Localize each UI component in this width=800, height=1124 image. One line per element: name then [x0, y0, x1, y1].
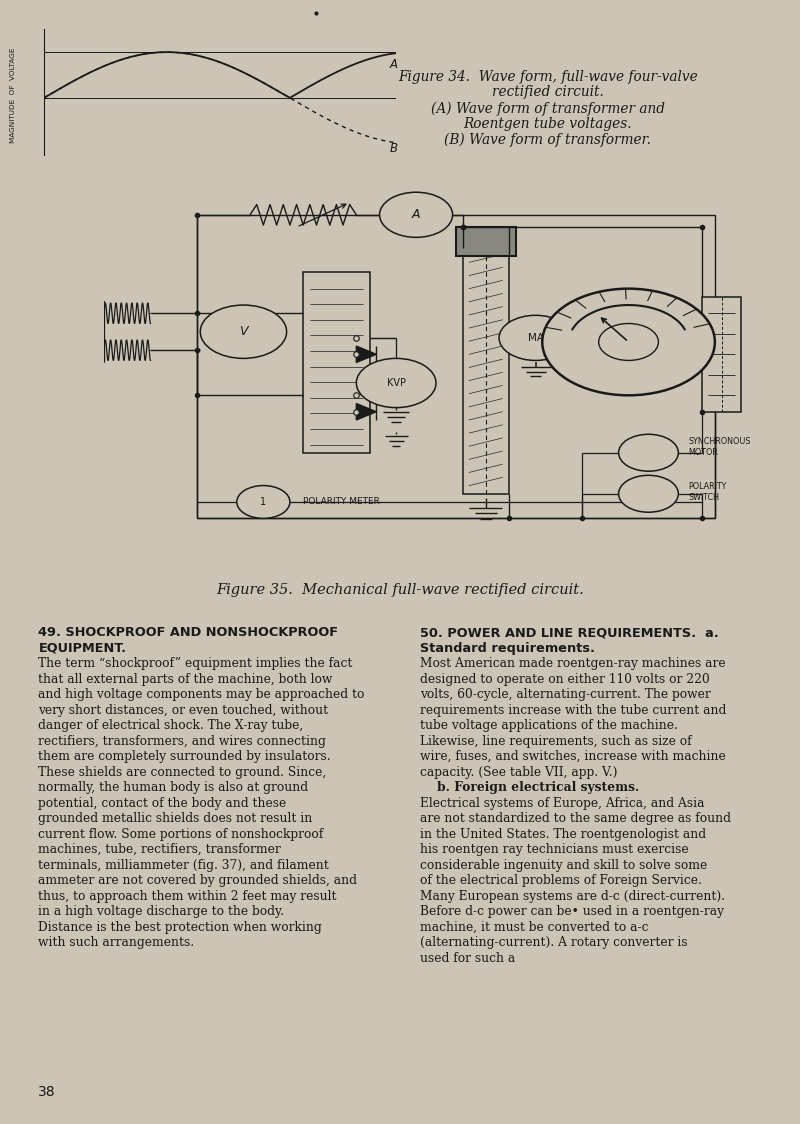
Circle shape — [356, 359, 436, 408]
Text: are not standardized to the same degree as found: are not standardized to the same degree … — [420, 813, 731, 825]
Text: Roentgen tube voltages.: Roentgen tube voltages. — [464, 117, 632, 130]
Text: 50. POWER AND LINE REQUIREMENTS.  a.: 50. POWER AND LINE REQUIREMENTS. a. — [420, 626, 718, 640]
Text: designed to operate on either 110 volts or 220: designed to operate on either 110 volts … — [420, 672, 710, 686]
Text: (B) Wave form of transformer.: (B) Wave form of transformer. — [445, 133, 651, 147]
Text: Most American made roentgen-ray machines are: Most American made roentgen-ray machines… — [420, 658, 726, 670]
Text: Before d-c power can be• used in a roentgen-ray: Before d-c power can be• used in a roent… — [420, 905, 724, 918]
Circle shape — [379, 192, 453, 237]
Text: 38: 38 — [38, 1086, 56, 1099]
Text: his roentgen ray technicians must exercise: his roentgen ray technicians must exerci… — [420, 843, 689, 856]
Text: in the United States. The roentgenologist and: in the United States. The roentgenologis… — [420, 827, 706, 841]
Text: with such arrangements.: with such arrangements. — [38, 936, 194, 950]
Text: Standard requirements.: Standard requirements. — [420, 642, 595, 654]
Bar — [303, 272, 370, 453]
Text: that all external parts of the machine, both low: that all external parts of the machine, … — [38, 672, 333, 686]
Text: (alternating-current). A rotary converter is: (alternating-current). A rotary converte… — [420, 936, 688, 950]
Circle shape — [499, 316, 572, 361]
Text: wire, fuses, and switches, increase with machine: wire, fuses, and switches, increase with… — [420, 750, 726, 763]
Text: of the electrical problems of Foreign Service.: of the electrical problems of Foreign Se… — [420, 874, 702, 887]
Text: KVP: KVP — [386, 378, 406, 388]
Circle shape — [237, 486, 290, 518]
Text: capacity. (See table VII, app. V.): capacity. (See table VII, app. V.) — [420, 765, 618, 779]
Circle shape — [598, 324, 658, 361]
Text: Figure 35.  Mechanical full-wave rectified circuit.: Figure 35. Mechanical full-wave rectifie… — [216, 583, 584, 597]
Text: Electrical systems of Europe, Africa, and Asia: Electrical systems of Europe, Africa, an… — [420, 797, 705, 809]
Circle shape — [542, 289, 715, 396]
Text: very short distances, or even touched, without: very short distances, or even touched, w… — [38, 704, 329, 717]
Text: machines, tube, rectifiers, transformer: machines, tube, rectifiers, transformer — [38, 843, 281, 856]
Circle shape — [618, 434, 678, 471]
Text: normally, the human body is also at ground: normally, the human body is also at grou… — [38, 781, 309, 795]
Polygon shape — [356, 404, 376, 420]
Text: POLARITY METER: POLARITY METER — [303, 498, 380, 507]
Circle shape — [618, 475, 678, 513]
Text: V: V — [239, 325, 248, 338]
Text: POLARITY
SWITCH: POLARITY SWITCH — [688, 482, 726, 501]
Text: (A) Wave form of transformer and: (A) Wave form of transformer and — [431, 101, 665, 116]
Bar — [462, 247, 509, 493]
Text: them are completely surrounded by insulators.: them are completely surrounded by insula… — [38, 750, 331, 763]
Text: tube voltage applications of the machine.: tube voltage applications of the machine… — [420, 719, 678, 732]
Bar — [456, 227, 516, 256]
Text: volts, 60-cycle, alternating-current. The power: volts, 60-cycle, alternating-current. Th… — [420, 688, 710, 701]
Polygon shape — [356, 346, 376, 362]
Text: These shields are connected to ground. Since,: These shields are connected to ground. S… — [38, 765, 326, 779]
Circle shape — [200, 305, 286, 359]
Bar — [197, 215, 715, 518]
Text: Many European systems are d-c (direct-current).: Many European systems are d-c (direct-cu… — [420, 890, 725, 903]
Text: MAGNITUDE  OF  VOLTAGE: MAGNITUDE OF VOLTAGE — [10, 48, 16, 143]
Text: danger of electrical shock. The X-ray tube,: danger of electrical shock. The X-ray tu… — [38, 719, 304, 732]
Text: thus, to approach them within 2 feet may result: thus, to approach them within 2 feet may… — [38, 890, 337, 903]
Text: ammeter are not covered by grounded shields, and: ammeter are not covered by grounded shie… — [38, 874, 358, 887]
Text: Distance is the best protection when working: Distance is the best protection when wor… — [38, 921, 322, 934]
Text: current flow. Some portions of nonshockproof: current flow. Some portions of nonshockp… — [38, 827, 324, 841]
Text: MA: MA — [528, 333, 544, 343]
Text: machine, it must be converted to a-c: machine, it must be converted to a-c — [420, 921, 649, 934]
Text: Figure 34.  Wave form, full-wave four-valve: Figure 34. Wave form, full-wave four-val… — [398, 70, 698, 83]
Text: terminals, milliammeter (fig. 37), and filament: terminals, milliammeter (fig. 37), and f… — [38, 859, 329, 872]
Text: b. Foreign electrical systems.: b. Foreign electrical systems. — [420, 781, 639, 795]
Text: grounded metallic shields does not result in: grounded metallic shields does not resul… — [38, 813, 313, 825]
Text: used for such a: used for such a — [420, 952, 515, 964]
Text: rectifiers, transformers, and wires connecting: rectifiers, transformers, and wires conn… — [38, 735, 326, 747]
Text: considerable ingenuity and skill to solve some: considerable ingenuity and skill to solv… — [420, 859, 707, 872]
Text: Likewise, line requirements, such as size of: Likewise, line requirements, such as siz… — [420, 735, 692, 747]
Bar — [702, 297, 742, 411]
Text: 1: 1 — [260, 497, 266, 507]
Text: 49. SHOCKPROOF AND NONSHOCKPROOF: 49. SHOCKPROOF AND NONSHOCKPROOF — [38, 626, 338, 640]
Text: and high voltage components may be approached to: and high voltage components may be appro… — [38, 688, 365, 701]
Text: requirements increase with the tube current and: requirements increase with the tube curr… — [420, 704, 726, 717]
Text: The term “shockproof” equipment implies the fact: The term “shockproof” equipment implies … — [38, 658, 353, 670]
Text: rectified circuit.: rectified circuit. — [492, 85, 604, 99]
Text: potential, contact of the body and these: potential, contact of the body and these — [38, 797, 286, 809]
Text: SYNCHRONOUS
MOTOR: SYNCHRONOUS MOTOR — [688, 436, 751, 456]
Text: in a high voltage discharge to the body.: in a high voltage discharge to the body. — [38, 905, 285, 918]
Text: A: A — [390, 58, 398, 72]
Text: A: A — [412, 208, 420, 221]
Text: B: B — [390, 142, 398, 155]
Text: EQUIPMENT.: EQUIPMENT. — [38, 642, 126, 654]
